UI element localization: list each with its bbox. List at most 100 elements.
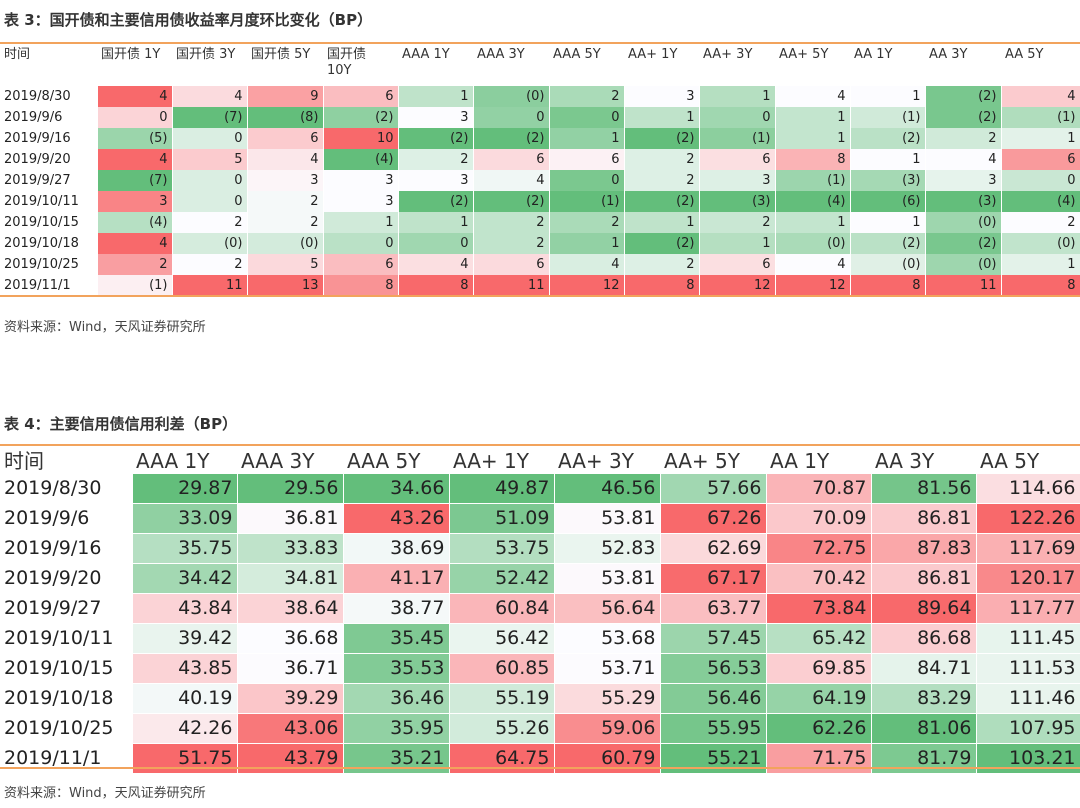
value-cell: 2	[172, 254, 248, 275]
value-cell: 36.71	[237, 653, 344, 684]
value-cell: 40.19	[132, 683, 238, 714]
row-date: 2019/9/16	[0, 128, 98, 149]
value-cell: 3	[97, 191, 173, 212]
value-cell: 0	[172, 128, 248, 149]
row-date: 2019/10/18	[0, 683, 133, 714]
value-cell: 34.66	[343, 474, 450, 504]
value-cell: 111.53	[976, 653, 1080, 684]
value-cell: 3	[699, 170, 776, 191]
value-cell: 35.75	[132, 533, 238, 564]
value-cell: 4	[97, 86, 173, 107]
value-cell: 6	[1001, 149, 1080, 170]
value-cell: 56.46	[660, 683, 767, 714]
value-cell: 107.95	[976, 713, 1080, 744]
value-cell: 52.83	[554, 533, 661, 564]
value-cell: 35.53	[343, 653, 450, 684]
value-cell: 1	[624, 107, 700, 128]
value-cell: 6	[473, 254, 550, 275]
value-cell: 35.21	[343, 743, 450, 774]
row-date: 2019/9/20	[0, 149, 98, 170]
value-cell: 64.75	[449, 743, 555, 774]
value-cell: 43.79	[237, 743, 344, 774]
value-cell: 4	[97, 149, 173, 170]
header-col-12: AA 3Y	[929, 47, 968, 62]
value-cell: 4	[1001, 86, 1080, 107]
value-cell: (2)	[398, 128, 474, 149]
value-cell: 6	[247, 128, 324, 149]
value-cell: (2)	[925, 107, 1002, 128]
row-date: 2019/9/6	[0, 503, 133, 534]
header-col-7: AAA 5Y	[553, 47, 601, 62]
value-cell: (1)	[850, 107, 926, 128]
value-cell: 0	[172, 191, 248, 212]
header-col-11: AA 1Y	[854, 47, 893, 62]
value-cell: 36.46	[343, 683, 450, 714]
value-cell: 2	[172, 212, 248, 233]
value-cell: 53.75	[449, 533, 555, 564]
value-cell: 11	[172, 275, 248, 296]
header-col-3: 国开债 5Y	[251, 47, 311, 62]
value-cell: 62.26	[766, 713, 872, 744]
value-cell: 4	[398, 254, 474, 275]
value-cell: 29.56	[237, 474, 344, 504]
table3-top-rule	[0, 42, 1080, 44]
value-cell: 1	[1001, 254, 1080, 275]
header-col-5: AAA 1Y	[402, 47, 450, 62]
value-cell: 2	[247, 212, 324, 233]
table-row: 2019/9/6 33.09 36.81 43.26 51.09 53.81 67.26 70…	[0, 503, 1080, 534]
header-col-9: AA+ 3Y	[703, 47, 753, 62]
value-cell: (2)	[850, 233, 926, 254]
header-col-7: AA 1Y	[770, 449, 830, 473]
value-cell: 49.87	[449, 474, 555, 504]
value-cell: 0	[398, 233, 474, 254]
value-cell: (2)	[624, 128, 700, 149]
value-cell: 81.06	[871, 713, 977, 744]
value-cell: 2	[624, 149, 700, 170]
value-cell: 60.85	[449, 653, 555, 684]
value-cell: 4	[925, 149, 1002, 170]
table-row: 2019/9/27 (7) 0 3 3 3 4 0 2 3 (1) (3) 3 0	[0, 170, 1080, 191]
value-cell: (2)	[925, 86, 1002, 107]
credit-spread-table: 时间 AAA 1Y AAA 3Y AAA 5Y AA+ 1Y AA+ 3Y AA+ 5Y AA…	[0, 448, 1080, 774]
value-cell: 8	[398, 275, 474, 296]
value-cell: 46.56	[554, 474, 661, 504]
table-row: 2019/10/18 40.19 39.29 36.46 55.19 55.29 56.46…	[0, 683, 1080, 714]
value-cell: 11	[925, 275, 1002, 296]
value-cell: 29.87	[132, 474, 238, 504]
value-cell: 1	[549, 233, 625, 254]
value-cell: (4)	[775, 191, 851, 212]
value-cell: 39.42	[132, 623, 238, 654]
value-cell: (2)	[398, 191, 474, 212]
value-cell: 56.64	[554, 593, 661, 624]
value-cell: (1)	[775, 170, 851, 191]
table-row: 2019/10/15 43.85 36.71 35.53 60.85 53.71 56.53…	[0, 653, 1080, 684]
value-cell: 117.69	[976, 533, 1080, 564]
value-cell: 36.81	[237, 503, 344, 534]
row-date: 2019/11/1	[0, 743, 133, 774]
table-row: 2019/9/16 35.75 33.83 38.69 53.75 52.83 62.69 7…	[0, 533, 1080, 564]
value-cell: (4)	[97, 212, 173, 233]
table-row: 2019/8/30 29.87 29.56 34.66 49.87 46.56 57.66 7…	[0, 474, 1080, 504]
value-cell: 2	[549, 212, 625, 233]
value-cell: 67.26	[660, 503, 767, 534]
header-col-8: AA+ 1Y	[628, 47, 678, 62]
value-cell: 0	[549, 170, 625, 191]
value-cell: (5)	[97, 128, 173, 149]
header-col-9: AA 5Y	[980, 449, 1040, 473]
row-date: 2019/10/18	[0, 233, 98, 254]
row-date: 2019/10/11	[0, 623, 133, 654]
table-row: 2019/9/16 (5) 0 6 10 (2) (2) 1 (2) (1) 1 (2) 2 1	[0, 128, 1080, 149]
value-cell: 2	[624, 254, 700, 275]
value-cell: (3)	[699, 191, 776, 212]
row-date: 2019/9/16	[0, 533, 133, 564]
value-cell: 1	[775, 128, 851, 149]
value-cell: 3	[323, 170, 399, 191]
value-cell: 42.26	[132, 713, 238, 744]
value-cell: 6	[699, 149, 776, 170]
value-cell: 35.95	[343, 713, 450, 744]
value-cell: 55.21	[660, 743, 767, 774]
value-cell: (2)	[925, 233, 1002, 254]
table-row: 2019/10/18 4 (0) (0) 0 0 2 1 (2) 1 (0) (2) (2) (0)	[0, 233, 1080, 254]
value-cell: 56.42	[449, 623, 555, 654]
value-cell: (0)	[1001, 233, 1080, 254]
